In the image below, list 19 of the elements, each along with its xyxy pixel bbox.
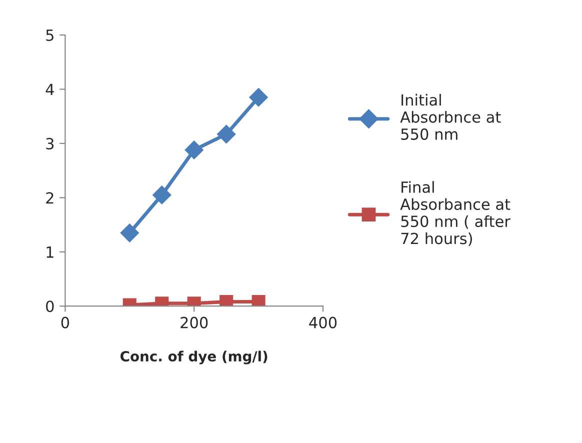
- point: [220, 295, 234, 306]
- y-tick-label: 4: [46, 84, 54, 96]
- legend-label: Initial Absorbnce at 550 nm: [400, 94, 501, 140]
- x-axis-title: Conc. of dye (mg/l): [120, 350, 268, 364]
- y-tick-label: 3: [46, 138, 54, 150]
- point: [249, 88, 268, 107]
- x-tick-label: 400: [309, 316, 337, 328]
- y-tick-label: 1: [46, 246, 54, 258]
- y-tick-label: 5: [46, 30, 54, 42]
- point: [252, 295, 266, 306]
- legend-label: Final Absorbance at 550 nm ( after 72 hours): [400, 181, 510, 246]
- point: [184, 140, 204, 160]
- point: [216, 124, 236, 144]
- x-tick-label: 200: [180, 316, 208, 328]
- point: [152, 186, 172, 204]
- y-tick-label: 2: [46, 192, 54, 204]
- x-tick-label: 0: [61, 316, 70, 328]
- point: [120, 224, 139, 242]
- y-tick-label: 0: [46, 300, 54, 312]
